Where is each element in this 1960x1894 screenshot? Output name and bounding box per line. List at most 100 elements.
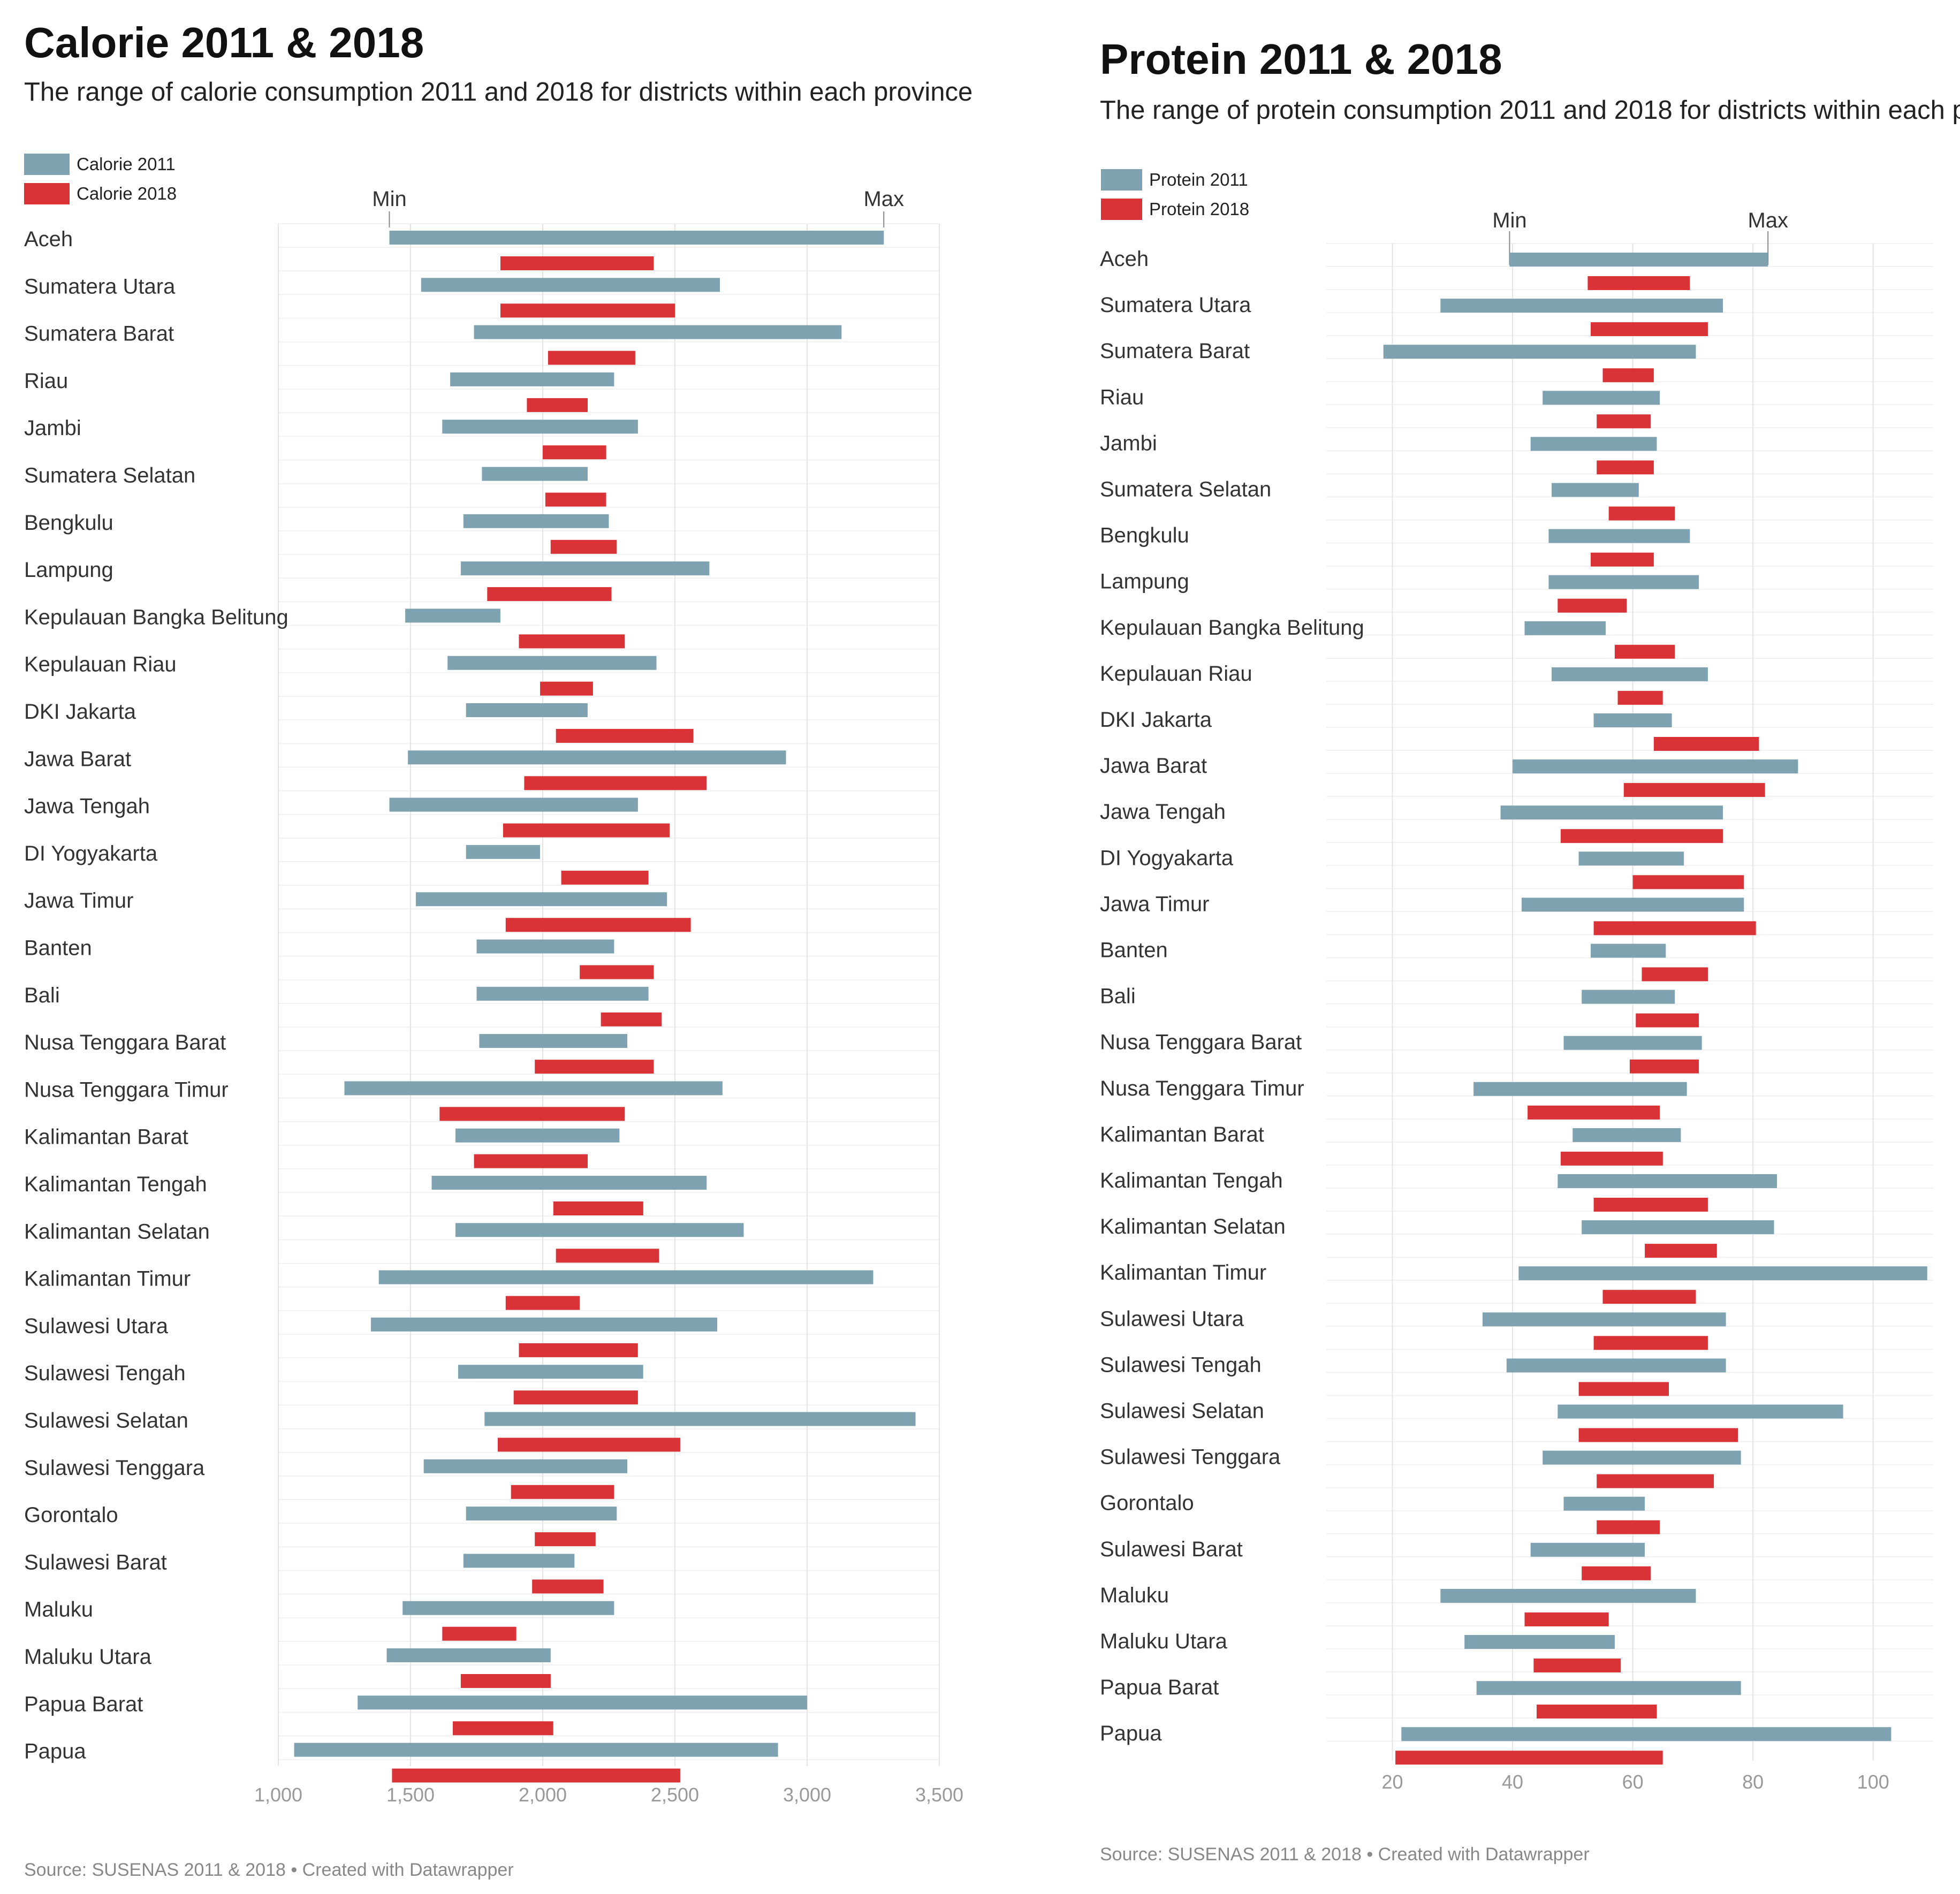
protein-category-label: Maluku Utara <box>1100 1630 1228 1653</box>
protein-bar-2011 <box>1582 990 1675 1004</box>
calorie-bar-2018 <box>553 1201 643 1215</box>
protein-category-label: Kalimantan Barat <box>1100 1123 1264 1146</box>
protein-title: Protein 2011 & 2018 <box>1100 35 1502 83</box>
calorie-bar-2018 <box>498 1437 680 1452</box>
calorie-bar-2011 <box>460 561 710 576</box>
protein-category-label: Kalimantan Timur <box>1100 1261 1266 1284</box>
calorie-tick-label: 2,000 <box>519 1784 567 1806</box>
protein-bar-2018 <box>1632 875 1744 889</box>
protein-category-label: Nusa Tenggara Barat <box>1100 1031 1302 1054</box>
protein-bar-2018 <box>1591 552 1654 567</box>
protein-category-label: Papua Barat <box>1100 1676 1219 1699</box>
calorie-category-label: Lampung <box>24 558 113 582</box>
protein-bar-2018 <box>1582 1566 1651 1580</box>
calorie-bar-2011 <box>463 514 609 528</box>
calorie-tick-label: 1,000 <box>254 1784 302 1806</box>
protein-bar-2011 <box>1401 1727 1891 1741</box>
protein-bar-2018 <box>1597 460 1654 475</box>
calorie-bar-2011 <box>479 1034 627 1048</box>
protein-category-label: Jawa Barat <box>1100 754 1207 778</box>
protein-bar-2011 <box>1521 897 1744 912</box>
protein-bar-2018 <box>1593 1336 1708 1350</box>
calorie-category-label: Sulawesi Tengah <box>24 1361 186 1385</box>
calorie-category-label: Gorontalo <box>24 1503 118 1527</box>
calorie-bar-2011 <box>458 1365 643 1379</box>
calorie-bar-2011 <box>378 1270 873 1284</box>
protein-category-label: DKI Jakarta <box>1100 708 1212 732</box>
calorie-source: Source: SUSENAS 2011 & 2018 • Created wi… <box>24 1860 514 1880</box>
protein-bar-2018 <box>1602 368 1654 383</box>
calorie-bar-2018 <box>511 1485 614 1499</box>
calorie-bar-2018 <box>527 398 588 412</box>
protein-bar-2018 <box>1578 1428 1738 1442</box>
protein-tick-label: 40 <box>1502 1771 1523 1793</box>
calorie-bar-2011 <box>455 1128 620 1143</box>
protein-bar-2011 <box>1530 437 1657 451</box>
calorie-bar-2011 <box>466 1507 617 1521</box>
protein-bar-2018 <box>1636 1013 1699 1028</box>
calorie-category-label: Sumatera Utara <box>24 275 176 298</box>
calorie-bar-2018 <box>439 1107 625 1121</box>
protein-bar-2018 <box>1587 276 1690 290</box>
protein-category-label: Sulawesi Barat <box>1100 1538 1243 1561</box>
protein-category-label: Kepulauan Riau <box>1100 662 1252 686</box>
protein-bar-2018 <box>1558 598 1627 613</box>
calorie-bar-2018 <box>503 823 670 838</box>
protein-bar-2011 <box>1543 1450 1741 1465</box>
protein-bar-2011 <box>1563 1496 1645 1511</box>
protein-bar-2011 <box>1558 1174 1777 1188</box>
calorie-bar-2018 <box>543 445 606 460</box>
calorie-category-label: Kepulauan Riau <box>24 653 177 676</box>
calorie-category-label: Kepulauan Bangka Belitung <box>24 605 288 629</box>
calorie-bar-2018 <box>601 1012 662 1026</box>
protein-category-label: Maluku <box>1100 1584 1169 1607</box>
calorie-bar-2018 <box>556 729 694 743</box>
calorie-bar-2011 <box>415 892 667 907</box>
calorie-bar-2018 <box>556 1249 659 1263</box>
calorie-bar-2011 <box>442 420 638 434</box>
calorie-bar-2011 <box>344 1081 723 1096</box>
protein-bar-2011 <box>1524 621 1606 635</box>
protein-max-annotation: Max <box>1748 209 1788 232</box>
protein-category-label: Gorontalo <box>1100 1492 1194 1515</box>
calorie-bar-2018 <box>535 1532 596 1547</box>
protein-bar-2011 <box>1464 1635 1615 1649</box>
calorie-category-label: Jawa Timur <box>24 889 134 912</box>
protein-category-label: DI Yogyakarta <box>1100 846 1234 870</box>
calorie-bar-2011 <box>370 1317 717 1332</box>
protein-category-label: Kalimantan Selatan <box>1100 1215 1286 1238</box>
protein-legend-swatch-2011 <box>1101 169 1142 191</box>
protein-category-label: Jawa Tengah <box>1100 800 1226 824</box>
calorie-bar-2011 <box>431 1176 707 1190</box>
calorie-title: Calorie 2011 & 2018 <box>24 19 424 66</box>
protein-bar-2011 <box>1543 391 1660 405</box>
calorie-bar-2018 <box>519 1343 638 1357</box>
calorie-legend-2018: Calorie 2018 <box>77 184 177 203</box>
calorie-range-chart: 1,000 1,500 2,000 2,500 3,000 3,500 Min Max Aceh… <box>24 187 963 1806</box>
calorie-bar-2011 <box>386 1648 551 1662</box>
calorie-tick-label: 3,000 <box>783 1784 831 1806</box>
protein-tick-label: 80 <box>1742 1771 1764 1793</box>
calorie-bar-2018 <box>580 965 654 979</box>
calorie-bar-2018 <box>460 1674 551 1688</box>
protein-bar-2018 <box>1608 506 1675 521</box>
calorie-bar-2011 <box>294 1743 778 1757</box>
protein-range-chart: 20 40 60 80 100 Min Max Aceh Sumatera Utara Sumat… <box>1100 209 1933 1793</box>
calorie-category-label: Jambi <box>24 416 81 440</box>
protein-category-label: Aceh <box>1100 247 1149 271</box>
calorie-bar-2011 <box>474 325 842 339</box>
protein-bar-2011 <box>1552 667 1708 681</box>
calorie-max-annotation: Max <box>863 187 904 211</box>
calorie-bar-2011 <box>405 608 500 623</box>
calorie-category-label: Banten <box>24 937 92 960</box>
protein-category-label: Sulawesi Utara <box>1100 1307 1244 1330</box>
protein-bar-2011 <box>1440 1588 1696 1603</box>
calorie-bar-2018 <box>453 1721 553 1736</box>
calorie-category-label: Bengkulu <box>24 511 113 535</box>
calorie-category-label: DI Yogyakarta <box>24 842 158 865</box>
protein-category-label: Riau <box>1100 385 1144 409</box>
protein-bar-2011 <box>1563 1036 1702 1050</box>
protein-bar-2018 <box>1642 967 1708 982</box>
protein-bar-2018 <box>1533 1659 1621 1672</box>
